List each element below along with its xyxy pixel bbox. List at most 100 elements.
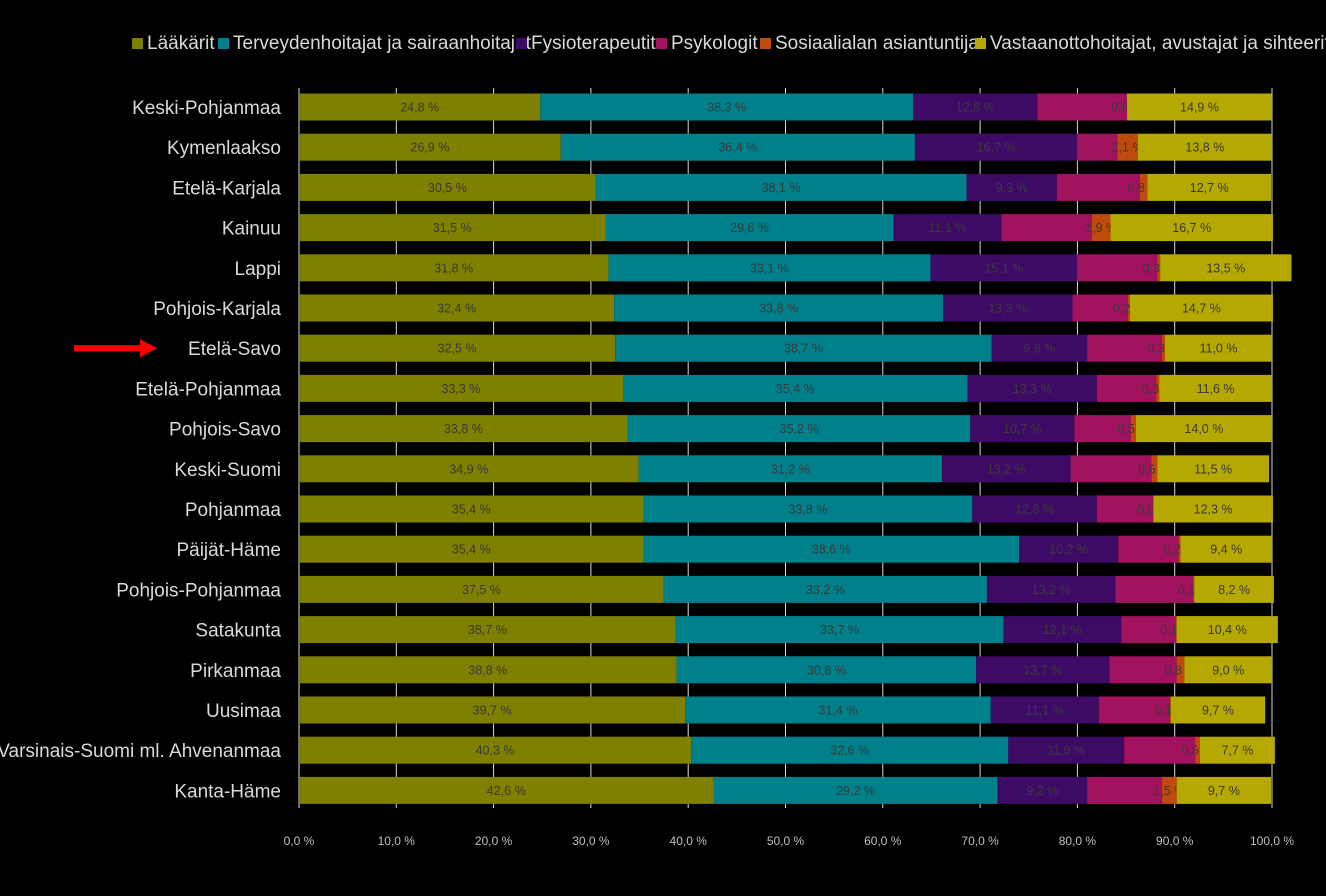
legend-label: Terveydenhoitajat ja sairaanhoitajat (233, 33, 532, 54)
bar-segment (1121, 616, 1176, 644)
bar-segment (976, 656, 1110, 684)
bar-segment (970, 415, 1075, 443)
bar-segment (299, 616, 676, 644)
category-label: Keski-Pohjanmaa (132, 98, 281, 119)
bar-segment (299, 656, 677, 684)
legend-label: Vastaanottohoitajat, avustajat ja sihtee… (990, 33, 1326, 54)
bar-segment (1194, 575, 1274, 603)
bar-segment (615, 334, 992, 362)
legend-swatch (218, 38, 229, 49)
arrow-head (140, 339, 157, 358)
category-label: Pohjanmaa (185, 500, 282, 521)
data-label: 32,6 % (830, 744, 869, 758)
bar-segment (560, 133, 915, 161)
bar-segment (1072, 294, 1128, 322)
bar-segment (299, 133, 561, 161)
bar-segment (595, 173, 967, 201)
data-label: 37,5 % (462, 583, 501, 597)
bar-segment (1115, 575, 1194, 603)
bar-segment (942, 455, 1071, 483)
data-label: 12,8 % (956, 101, 995, 115)
data-label: 31,5 % (433, 221, 472, 235)
bar-segment (1127, 93, 1272, 121)
data-label: 9,7 % (1208, 784, 1240, 798)
bar-segment (1176, 656, 1185, 684)
bar-segment (1118, 535, 1179, 563)
bar-segment (1096, 495, 1154, 523)
data-label: 12,8 % (1015, 503, 1054, 517)
bar-segment (893, 214, 1002, 242)
bar-segment (1008, 736, 1125, 764)
category-label: Kymenlaakso (167, 138, 281, 159)
data-label: 11,6 % (1197, 382, 1235, 396)
legend-swatch (975, 38, 986, 49)
category-label: Etelä-Pohjanmaa (135, 379, 281, 400)
bar-segment (1157, 254, 1161, 282)
bar-segment (1162, 776, 1177, 804)
bar-segment (299, 696, 686, 724)
data-label: 35,4 % (452, 543, 491, 557)
bar-segment (986, 575, 1116, 603)
bar-segment (1074, 415, 1131, 443)
bar-segment (614, 294, 944, 322)
bar-segment (1129, 294, 1273, 322)
x-tick-label: 80,0 % (1059, 834, 1097, 848)
data-label: 9,4 % (1210, 543, 1242, 557)
bar-segment (1135, 415, 1272, 443)
data-label: 33,2 % (806, 583, 845, 597)
data-label: 35,2 % (780, 422, 819, 436)
data-label: 14,0 % (1184, 422, 1223, 436)
bar-segment (1130, 415, 1136, 443)
x-tick-label: 50,0 % (767, 834, 805, 848)
bar-segment (990, 696, 1099, 724)
data-label: 10,2 % (1049, 543, 1088, 557)
data-label: 15,1 % (984, 261, 1023, 275)
data-label: 31,2 % (771, 462, 810, 476)
x-tick-label: 100,0 % (1250, 834, 1294, 848)
bar-segment (1199, 736, 1275, 764)
bar-segment (1087, 776, 1163, 804)
bar-segment (1151, 455, 1158, 483)
x-tick-label: 10,0 % (378, 834, 416, 848)
bar-segment (930, 254, 1078, 282)
bar-segment (713, 776, 998, 804)
bar-segment (1077, 254, 1158, 282)
category-label: Pohjois-Savo (169, 420, 281, 441)
data-label: 38,1 % (762, 181, 801, 195)
category-label: Satakunta (195, 621, 281, 642)
data-label: 34,9 % (449, 462, 488, 476)
bar-segment (1137, 133, 1272, 161)
data-label: 13,2 % (1032, 583, 1071, 597)
bar-segment (1193, 575, 1195, 603)
bar-segment (1147, 173, 1272, 201)
data-label: 32,4 % (437, 302, 476, 316)
bar-segment (1003, 616, 1122, 644)
data-label: 31,4 % (819, 704, 858, 718)
data-label: 29,2 % (836, 784, 875, 798)
bar-segment (1019, 535, 1119, 563)
bar-segment (1117, 133, 1138, 161)
data-label: 12,7 % (1190, 181, 1229, 195)
bar-segment (1037, 93, 1128, 121)
bar-segment (972, 495, 1097, 523)
bar-segment (1176, 776, 1272, 804)
bar-segment (685, 696, 991, 724)
bar-segment (1096, 374, 1157, 402)
bar-segment (997, 776, 1088, 804)
x-tick-label: 90,0 % (1156, 834, 1194, 848)
data-label: 14,7 % (1182, 302, 1221, 316)
bar-segment (675, 616, 1004, 644)
bar-segment (1109, 656, 1177, 684)
legend-swatch (516, 38, 527, 49)
bar-segment (299, 776, 714, 804)
bar-segment (299, 535, 644, 563)
data-label: 33,3 % (442, 382, 481, 396)
data-label: 24,8 % (400, 101, 439, 115)
data-label: 33,8 % (759, 302, 798, 316)
data-label: 33,1 % (750, 261, 789, 275)
data-label: 38,7 % (784, 342, 823, 356)
data-label: 11,1 % (929, 221, 967, 235)
category-label: Pirkanmaa (190, 661, 281, 682)
bar-segment (299, 455, 639, 483)
